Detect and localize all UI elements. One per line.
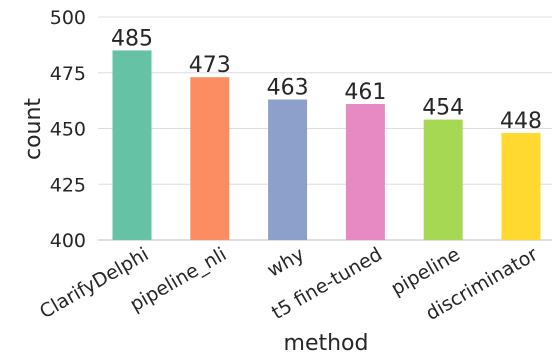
y-tick-labels: 400 425 450 475 500 (50, 7, 86, 252)
data-labels: 485 473 463 461 454 448 (111, 26, 542, 134)
y-tick-label-450: 450 (50, 119, 86, 141)
data-label-5: 448 (500, 109, 542, 134)
data-label-3: 461 (344, 80, 386, 105)
y-tick-label-500: 500 (50, 7, 86, 29)
bar-4 (423, 119, 463, 240)
x-axis-title: method (284, 331, 369, 354)
data-label-0: 485 (111, 26, 153, 51)
bar-2 (268, 99, 308, 240)
data-label-2: 463 (267, 76, 309, 101)
bar-1 (190, 77, 230, 241)
data-label-1: 473 (189, 53, 231, 78)
bars (112, 50, 541, 241)
y-tick-label-425: 425 (50, 174, 86, 196)
bar-3 (345, 103, 385, 240)
bar-0 (112, 50, 152, 241)
y-axis-title: count (21, 98, 46, 160)
data-label-4: 454 (422, 96, 464, 121)
bar-5 (501, 132, 541, 240)
y-tick-label-400: 400 (50, 230, 86, 252)
y-gridlines (98, 16, 552, 241)
y-tick-label-475: 475 (50, 63, 86, 85)
x-tick-label-2: why (263, 243, 308, 281)
